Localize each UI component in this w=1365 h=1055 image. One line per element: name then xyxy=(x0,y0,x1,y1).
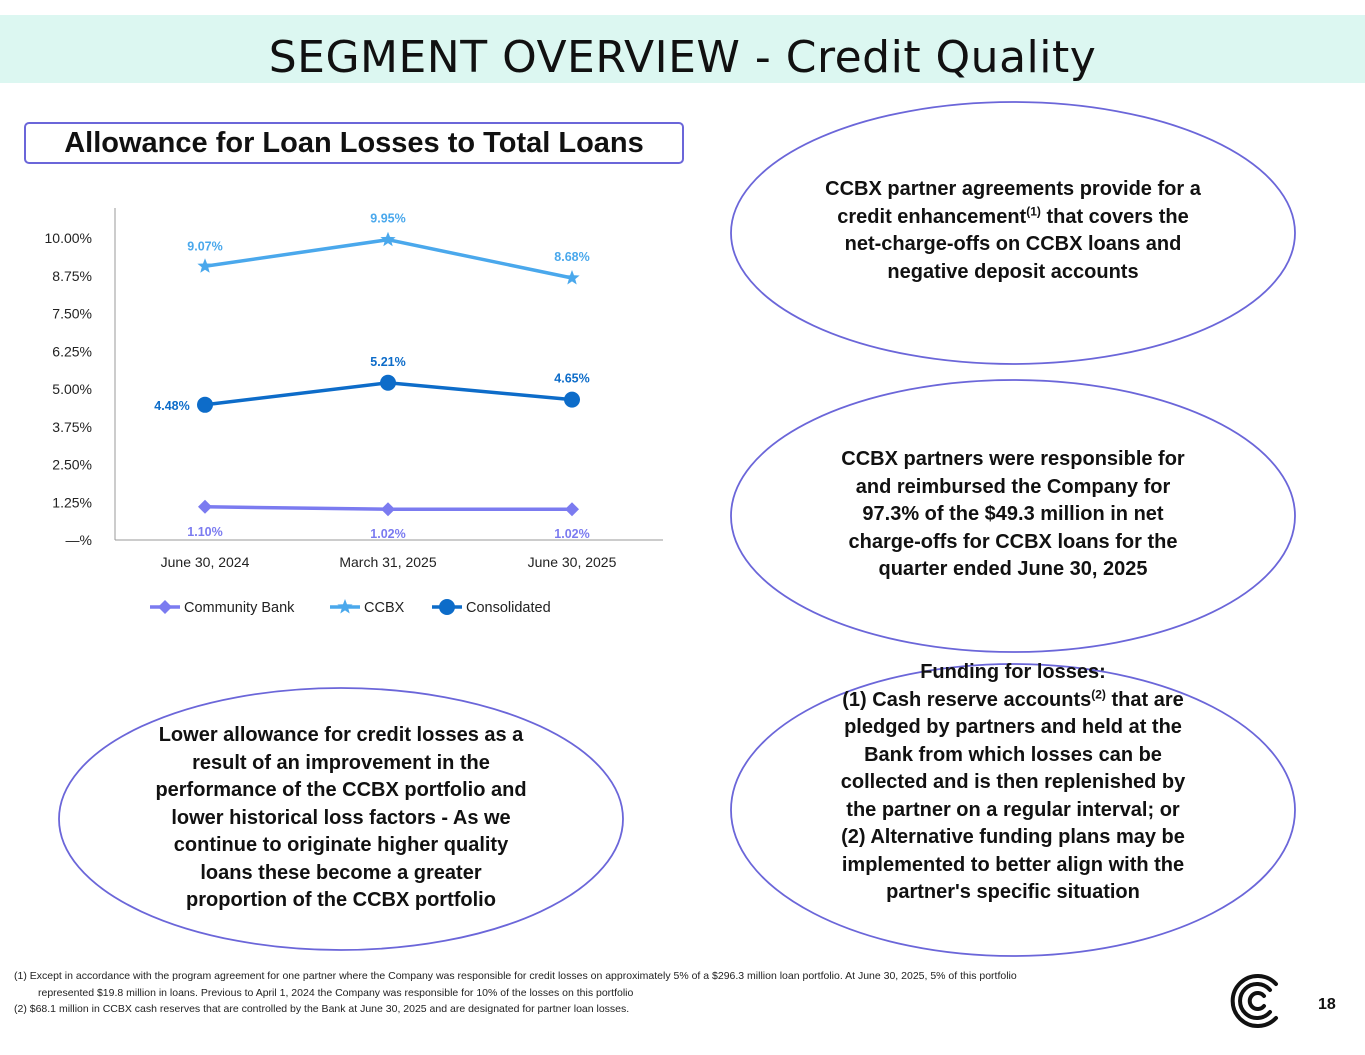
data-point-consolidated xyxy=(197,396,213,413)
callout-line: implemented to better align with the xyxy=(841,853,1185,876)
callout-funding-for-losses: Funding for losses: (1) Cash reserve acc… xyxy=(773,659,1253,907)
footnote-2: (2) $68.1 million in CCBX cash reserves … xyxy=(14,1003,630,1015)
callout-line: continue to originate higher quality xyxy=(173,834,509,856)
callout-lower-allowance: Lower allowance for credit losses as a r… xyxy=(101,722,581,915)
legend-label-ccbx: CCBX xyxy=(364,600,405,616)
data-label-ccbx: 9.07% xyxy=(187,239,222,253)
data-label-ccbx: 8.68% xyxy=(554,250,589,264)
data-point-ccbx xyxy=(197,258,213,273)
callout-line: credit enhancement(1) that covers the xyxy=(837,203,1189,228)
data-point-community-bank xyxy=(198,499,212,514)
callout-line: pledged by partners and held at the xyxy=(844,716,1182,738)
data-label-ccbx: 9.95% xyxy=(370,212,405,226)
y-tick-label: 6.25% xyxy=(52,343,92,359)
callout-line: (1) Cash reserve accounts(2) that are xyxy=(842,686,1184,711)
callout-line: the partner on a regular interval; or xyxy=(846,798,1180,821)
series-line-ccbx xyxy=(204,237,573,280)
callout-line: result of an improvement in the xyxy=(192,751,490,774)
slide-title: SEGMENT OVERVIEW - Credit Quality xyxy=(268,32,1097,83)
y-tick-label: 7.50% xyxy=(52,306,92,322)
data-point-community-bank xyxy=(381,502,395,517)
y-tick-label: 3.75% xyxy=(52,419,92,435)
callout-line: performance of the CCBX portfolio and xyxy=(155,779,527,801)
y-tick-label: 5.00% xyxy=(52,381,92,397)
company-logo-icon xyxy=(1230,974,1278,1028)
line-chart: —% 1.25% 2.50% 3.75% 5.00% 6.25% 7.50% 8.75% 10.… xyxy=(45,208,663,616)
footnote-1: (1) Except in accordance with the progra… xyxy=(14,970,1017,982)
y-tick-label: 10.00% xyxy=(45,230,92,246)
callout-credit-enhancement: CCBX partner agreements provide for a cr… xyxy=(773,176,1253,286)
x-tick-label: March 31, 2025 xyxy=(339,554,436,570)
data-point-ccbx xyxy=(564,270,580,285)
callout-partner-reimbursement: CCBX partners were responsible for and r… xyxy=(773,446,1253,584)
data-label-community-bank: 1.02% xyxy=(554,527,589,541)
callout-line: and reimbursed the Company for xyxy=(855,475,1171,498)
callout-line: proportion of the CCBX portfolio xyxy=(186,889,496,911)
legend-marker-ccbx xyxy=(337,599,353,614)
data-label-consolidated: 4.65% xyxy=(554,372,589,386)
callout-line: Bank from which losses can be xyxy=(864,743,1162,766)
data-point-community-bank xyxy=(565,502,579,517)
callout-line: (2) Alternative funding plans may be xyxy=(841,826,1185,848)
callout-line: quarter ended June 30, 2025 xyxy=(878,558,1148,580)
callout-line: lower historical loss factors - As we xyxy=(171,806,511,829)
x-tick-label: June 30, 2025 xyxy=(528,554,617,570)
y-tick-label: 2.50% xyxy=(52,457,92,473)
callout-line: Funding for losses: xyxy=(920,661,1106,683)
data-point-ccbx xyxy=(380,231,396,247)
y-tick-label: 1.25% xyxy=(52,494,92,510)
footnote-1-continued: represented $19.8 million in loans. Prev… xyxy=(38,986,634,999)
data-point-consolidated xyxy=(380,374,396,391)
data-label-consolidated: 5.21% xyxy=(370,355,405,369)
legend-label-consolidated: Consolidated xyxy=(466,600,551,616)
callout-line: partner's specific situation xyxy=(886,881,1140,903)
footnotes: (1) Except in accordance with the progra… xyxy=(14,968,1214,1018)
data-label-community-bank: 1.10% xyxy=(187,525,222,539)
title-band xyxy=(0,15,1365,83)
callout-line: Lower allowance for credit losses as a xyxy=(158,724,524,746)
data-label-consolidated: 4.48% xyxy=(154,399,189,413)
callout-line: collected and is then replenished by xyxy=(840,771,1186,793)
legend-marker-community-bank xyxy=(158,600,172,614)
x-tick-label: June 30, 2024 xyxy=(161,554,250,570)
callout-line: CCBX partners were responsible for xyxy=(841,448,1185,470)
callout-line: net-charge-offs on CCBX loans and xyxy=(844,233,1182,255)
callout-line: negative deposit accounts xyxy=(887,260,1139,283)
y-tick-label: 8.75% xyxy=(52,268,92,284)
data-label-community-bank: 1.02% xyxy=(370,527,405,541)
callout-line: loans these become a greater xyxy=(200,861,482,884)
callout-line: 97.3% of the $49.3 million in net xyxy=(862,503,1164,525)
legend-marker-consolidated xyxy=(439,599,455,615)
callout-line: charge-offs for CCBX loans for the xyxy=(848,530,1178,553)
legend-label-community-bank: Community Bank xyxy=(184,600,295,616)
data-point-consolidated xyxy=(564,391,580,408)
callout-line: CCBX partner agreements provide for a xyxy=(825,178,1201,200)
chart-title: Allowance for Loan Losses to Total Loans xyxy=(24,122,684,164)
y-tick-label: —% xyxy=(66,532,92,548)
page-number: 18 xyxy=(1318,996,1336,1013)
